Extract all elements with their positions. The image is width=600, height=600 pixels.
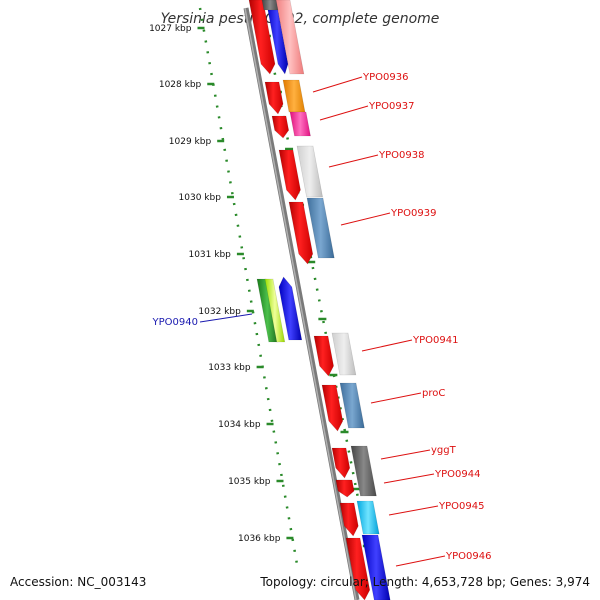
features xyxy=(248,0,391,600)
tick-label: 1035 kbp xyxy=(228,477,271,487)
accession-text: Accession: NC_003143 xyxy=(10,575,146,589)
gene-block-proc xyxy=(339,382,365,429)
gene-label[interactable]: yggT xyxy=(431,445,457,456)
gene-leader-line xyxy=(370,392,422,404)
gene-label[interactable]: YPO0945 xyxy=(438,501,484,512)
gene-block-lime xyxy=(264,278,286,343)
tick-label: 1027 kbp xyxy=(149,24,192,34)
gene-block-ypo0939 xyxy=(306,197,335,259)
cds-arrow xyxy=(264,81,284,115)
gene-leader-line xyxy=(380,449,431,460)
genome-summary-text: Topology: circular; Length: 4,653,728 bp… xyxy=(259,575,590,589)
gene-block-top-blue xyxy=(265,0,289,75)
tick-label: 1032 kbp xyxy=(198,307,241,317)
gene-block-blue-reverse xyxy=(278,276,303,341)
gene-block-yggt xyxy=(350,445,377,497)
gene-label[interactable]: YPO0940 xyxy=(152,317,198,328)
gene-leader-line xyxy=(340,212,391,226)
gene-label[interactable]: YPO0939 xyxy=(390,208,436,219)
gene-block-ypo0941 xyxy=(331,332,357,376)
gene-label[interactable]: YPO0944 xyxy=(434,469,480,480)
gene-leader-line xyxy=(199,313,253,323)
gene-block-ypo0944 xyxy=(335,479,355,498)
cds-arrow xyxy=(248,0,276,75)
tick-label: 1036 kbp xyxy=(238,534,281,544)
gene-leader-line xyxy=(312,76,363,93)
cds-arrow xyxy=(345,537,371,600)
gene-label[interactable]: YPO0936 xyxy=(362,72,408,83)
gene-leader-line xyxy=(328,154,379,168)
cds-arrow xyxy=(331,447,351,479)
backbone xyxy=(243,7,360,600)
gene-leader-line xyxy=(388,505,439,516)
gene-leader-line xyxy=(361,339,413,352)
tick-label: 1031 kbp xyxy=(188,250,231,260)
cds-arrow xyxy=(321,384,344,432)
cds-arrow xyxy=(339,502,359,537)
tick-label: 1033 kbp xyxy=(208,363,251,373)
tick-label: 1028 kbp xyxy=(159,80,202,90)
cds-arrow xyxy=(278,149,301,201)
gene-leader-line xyxy=(319,105,369,121)
gene-block-ypo0946 xyxy=(361,534,391,600)
tick-label: 1030 kbp xyxy=(179,193,222,203)
tick-label: 1034 kbp xyxy=(218,420,261,430)
cds-arrow xyxy=(288,201,314,265)
gene-label[interactable]: YPO0946 xyxy=(445,551,491,562)
gene-leader-line xyxy=(395,555,446,567)
gene-block-top-salmon xyxy=(275,0,305,75)
gene-block-ypo0937 xyxy=(289,111,311,137)
gene-block-top-dark xyxy=(261,0,279,11)
gene-label[interactable]: YPO0937 xyxy=(368,101,414,112)
tick-label: 1029 kbp xyxy=(169,137,212,147)
gene-label[interactable]: proC xyxy=(422,388,445,399)
gene-block-ypo0945 xyxy=(356,500,380,535)
cds-arrow xyxy=(271,115,290,139)
gene-labels: YPO0936 YPO0937 YPO0938 YPO0939 YPO0940 YPO09… xyxy=(152,72,491,567)
gene-block-ypo0936 xyxy=(282,79,306,113)
gene-block-ypo0938 xyxy=(296,145,323,198)
gene-label[interactable]: YPO0941 xyxy=(412,335,458,346)
gene-label[interactable]: YPO0938 xyxy=(378,150,424,161)
gene-leader-line xyxy=(383,473,435,484)
cds-arrow xyxy=(313,335,334,377)
map-title: Yersinia pestis CO92, complete genome xyxy=(161,11,440,27)
